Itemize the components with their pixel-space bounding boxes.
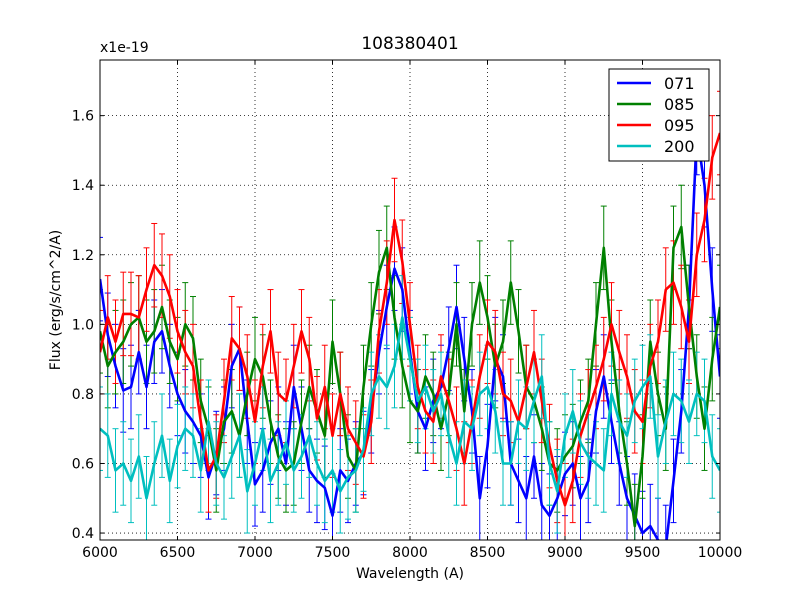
legend-label-071: 071 [664,74,695,93]
x-tick-label: 6000 [82,545,118,561]
legend-label-095: 095 [664,116,695,135]
x-axis-label: Wavelength (A) [356,566,464,582]
y-tick-label: 1.0 [72,317,94,333]
y-tick-label: 0.4 [72,526,94,542]
x-tick-label: 8000 [392,545,428,561]
y-tick-label: 1.4 [72,178,94,194]
legend: 071 085 095 200 [608,68,710,162]
y-axis-label: Flux (erg/s/cm^2/A) [48,230,64,370]
x-tick-label: 10000 [698,545,743,561]
legend-label-085: 085 [664,95,695,114]
x-tick-label: 7000 [237,545,273,561]
x-tick-label: 8500 [470,545,506,561]
series-lines [100,131,720,540]
series-line-085 [100,225,720,528]
x-tick-label: 9000 [547,545,583,561]
ticks: 6000 6500 7000 7500 8000 8500 9000 9500 10000 0.4… [72,60,743,561]
y-tick-label: 1.6 [72,109,94,125]
y-tick-label: 1.2 [72,248,94,264]
y-tick-label: 0.6 [72,456,94,472]
y-offset-label: x1e-19 [100,40,149,56]
x-tick-label: 7500 [315,545,351,561]
y-tick-label: 0.8 [72,387,94,403]
series-line-200 [100,316,720,500]
chart-title: 108380401 [361,34,458,54]
x-tick-label: 6500 [160,545,196,561]
x-tick-label: 9500 [625,545,661,561]
legend-label-200: 200 [664,137,695,156]
series-line-095 [100,132,720,507]
